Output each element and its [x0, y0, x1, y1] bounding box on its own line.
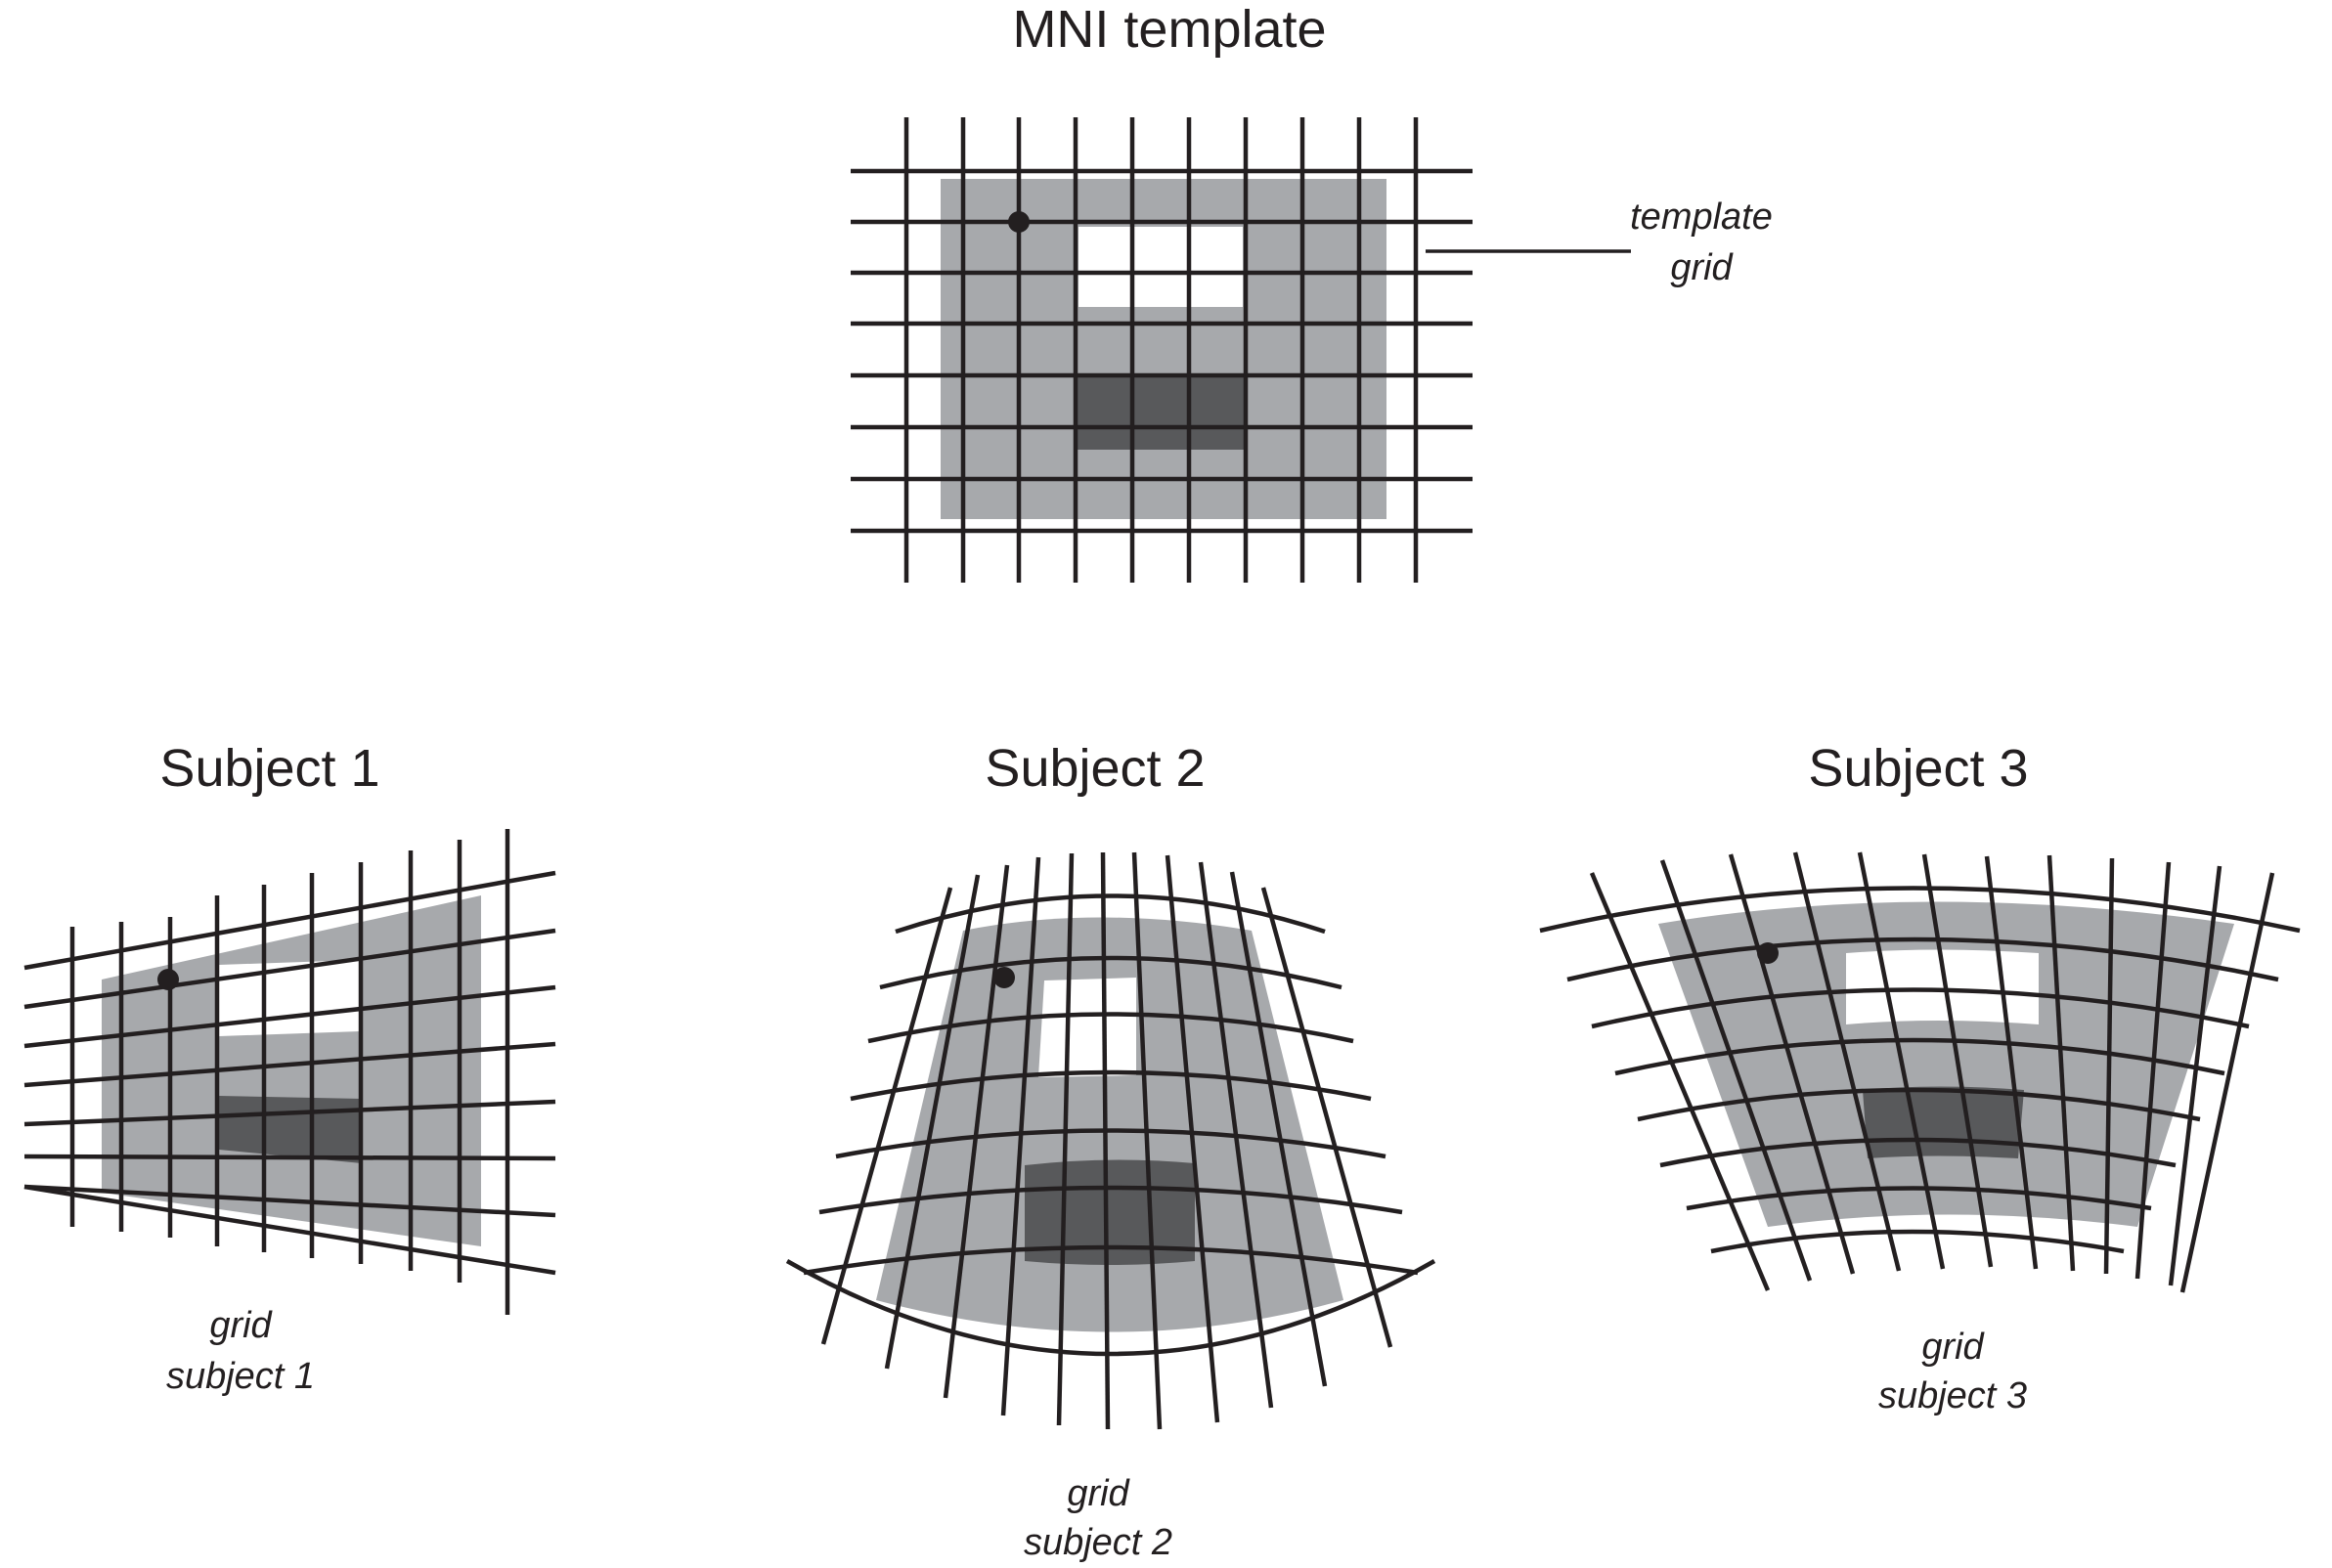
template-dark-region: [1076, 375, 1246, 450]
subject-1-grid-h: [23, 1099, 556, 1127]
subject-3-grid-h: [1591, 987, 2250, 1029]
subject-2-label-line-2: subject 2: [1024, 1522, 1172, 1563]
subject-3-grid-v: [1728, 853, 1856, 1275]
subject-2-grid-v: [820, 887, 953, 1345]
subject-2-grid-v: [1165, 854, 1220, 1423]
subject-3-white-region: [1846, 949, 2039, 1024]
subject-2-grid-v: [1000, 856, 1041, 1416]
subject-3-grid-h: [1637, 1087, 2201, 1122]
subject-2-grid-h: [835, 1128, 1386, 1159]
subject-1-grid: [23, 829, 556, 1315]
subject-3-grid-v: [2134, 861, 2172, 1280]
subject-3-dark-region: [1863, 1086, 2024, 1158]
subject-2-grid-h: [803, 1244, 1419, 1276]
subject-3-grid-v: [1792, 851, 1902, 1272]
subject-1-white-region: [219, 960, 360, 1036]
subject-3-grid-h: [1686, 1186, 2152, 1211]
panel-subject-2: Subject 2 gr: [785, 739, 1436, 1563]
subject-1-grid-h: [23, 1184, 556, 1276]
subject-2-image: [876, 917, 1343, 1332]
subject-2-grid-h: [867, 1012, 1354, 1044]
subject-1-title: Subject 1: [159, 739, 379, 798]
subject-3-grid-v: [1659, 859, 1813, 1282]
panel-subject-1: Subject 1 grid: [23, 739, 556, 1397]
subject-1-grid-h: [23, 1184, 556, 1218]
subject-2-grid: [785, 851, 1436, 1430]
subject-3-grid-v: [2103, 857, 2115, 1275]
subject-2-grid-v: [1260, 887, 1393, 1348]
subject-3-grid: [1539, 851, 2301, 1293]
panel-subject-3: Subject 3: [1539, 739, 2301, 1416]
subject-3-grid-h: [1710, 1229, 2125, 1254]
subject-1-label-line-2: subject 1: [166, 1356, 315, 1397]
subject-2-grid-h: [879, 955, 1342, 990]
subject-3-title: Subject 3: [1808, 739, 2028, 798]
subject-1-grid-h: [23, 1154, 556, 1161]
subject-3-grid-h: [1566, 936, 2279, 982]
subject-3-grid-v: [1857, 851, 1946, 1270]
subject-2-grid-h: [850, 1069, 1372, 1102]
subject-2-grid-v: [1056, 852, 1075, 1426]
subject-1-grid-h: [23, 928, 556, 1010]
subject-2-title: Subject 2: [985, 739, 1205, 798]
subject-2-grid-v: [884, 874, 981, 1370]
subject-2-grid-v: [1131, 851, 1163, 1430]
subject-3-grid-v: [1589, 872, 1771, 1291]
template-label-line-2: grid: [1670, 247, 1734, 288]
subject-3-marker-dot: [1757, 942, 1779, 964]
subject-3-label-line-2: subject 3: [1878, 1375, 2027, 1416]
subject-1-grid-h: [23, 984, 556, 1049]
subject-1-grid-h: [23, 1041, 556, 1088]
template-marker-dot: [1008, 211, 1030, 233]
subject-3-grid-v: [1984, 855, 2039, 1270]
template-white-region: [1078, 227, 1243, 307]
subject-3-grid-v: [1921, 853, 1994, 1268]
subject-1-grid-h: [23, 870, 556, 971]
subject-3-grid-h: [1539, 886, 2301, 934]
subject-2-white-region: [1038, 978, 1136, 1077]
subject-3-grid-h: [1659, 1137, 2177, 1168]
subject-2-grid-h: [818, 1185, 1403, 1215]
subject-2-marker-dot: [993, 967, 1015, 988]
subject-3-label-line-1: grid: [1921, 1327, 1985, 1368]
subject-2-grid-v: [1198, 861, 1274, 1409]
subject-3-grid-v: [2046, 854, 2076, 1272]
subject-2-grid-h: [895, 893, 1326, 935]
subject-1-marker-dot: [157, 969, 179, 990]
subject-1-label-line-1: grid: [209, 1305, 273, 1346]
subject-2-label-line-1: grid: [1067, 1473, 1130, 1514]
template-title: MNI template: [1012, 0, 1326, 59]
subject-2-grid-v: [1100, 851, 1111, 1430]
subject-2-grid-v: [1229, 871, 1328, 1387]
template-label-line-1: template: [1630, 196, 1773, 238]
subject-3-grid-h: [1614, 1037, 2225, 1076]
template-image: [941, 179, 1386, 519]
subject-3-grid-v: [2168, 865, 2222, 1286]
subject-2-grid-v: [943, 864, 1010, 1399]
subject-2-grid-h: [785, 1259, 1436, 1357]
panel-template: MNI template t: [851, 0, 1773, 583]
template-grid: [851, 117, 1473, 583]
subject-3-grid-v: [2179, 872, 2275, 1293]
